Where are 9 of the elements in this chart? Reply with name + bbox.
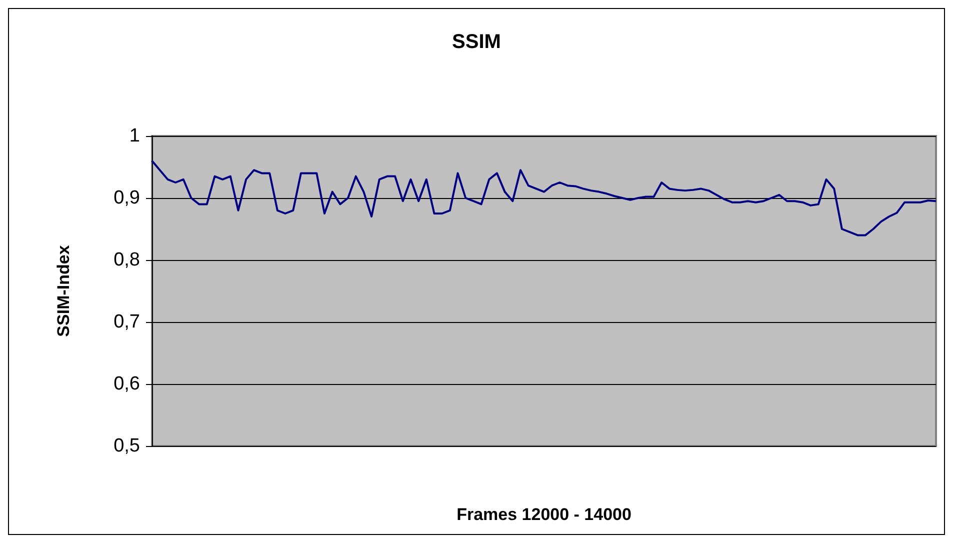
y-tick-label: 0,9 [114, 188, 140, 208]
x-axis-title: Frames 12000 - 14000 [456, 505, 632, 524]
y-axis-title: SSIM-Index [54, 244, 73, 337]
y-tick-label: 0,8 [114, 250, 140, 270]
y-tick-label: 1 [129, 126, 140, 146]
y-tick-label: 0,5 [114, 436, 140, 456]
y-tick-label: 0,6 [114, 374, 140, 394]
y-tick-label: 0,7 [114, 312, 140, 332]
chart-title: SSIM [452, 31, 501, 53]
